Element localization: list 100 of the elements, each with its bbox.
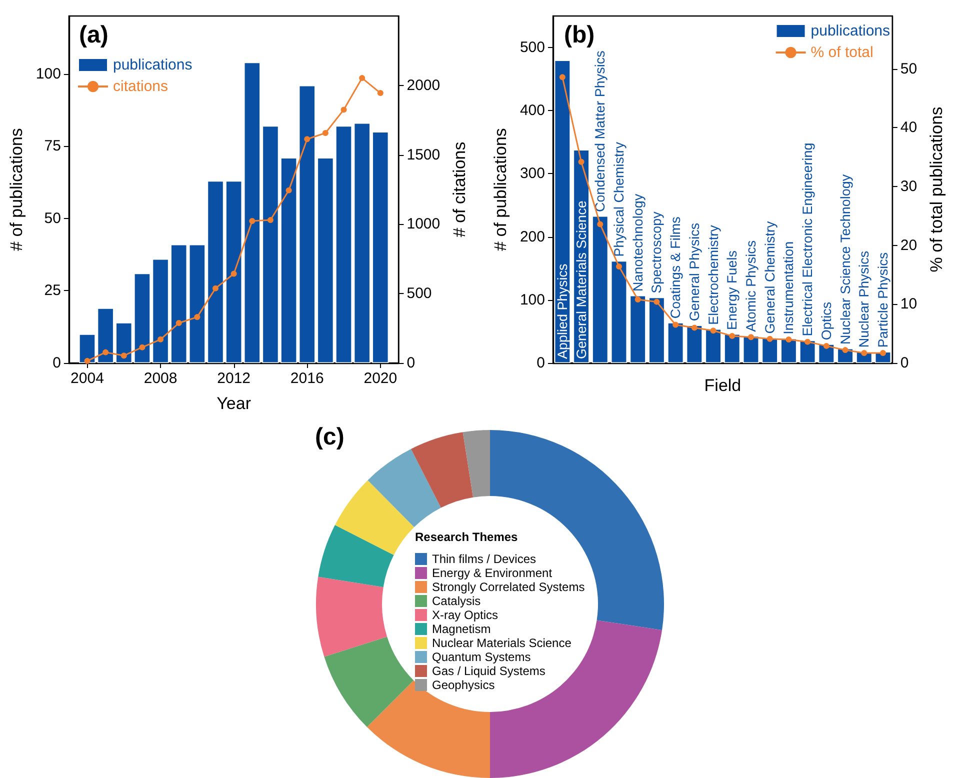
point xyxy=(823,342,830,349)
x-tick-label: General Chemistry xyxy=(762,220,778,334)
legend-label: Thin films / Devices xyxy=(432,552,536,566)
y2-tick-label: 500 xyxy=(406,285,432,302)
y2-tick-label: 50 xyxy=(900,60,918,78)
y-tick-label: 50 xyxy=(44,210,61,227)
bar xyxy=(762,338,778,363)
point xyxy=(359,75,366,82)
x-tick-label: Instrumentation xyxy=(781,241,796,334)
y2-tick-label: 10 xyxy=(900,296,918,313)
point xyxy=(616,264,622,270)
bar xyxy=(610,260,628,363)
point xyxy=(158,336,164,342)
y-tick-label: 100 xyxy=(36,65,61,82)
point xyxy=(766,336,773,342)
point xyxy=(559,74,566,80)
x-tick-label: Particle Physics xyxy=(875,252,890,348)
chart-title: (a) xyxy=(79,22,108,48)
y-tick-label: 0 xyxy=(536,354,545,372)
point xyxy=(249,218,256,224)
y-tick-label: 0 xyxy=(52,354,61,372)
x-tick-label: Energy Fuels xyxy=(724,250,740,330)
point xyxy=(340,106,347,113)
y2-tick-label: 1500 xyxy=(406,146,440,164)
chart-title: (c) xyxy=(315,424,344,450)
bar xyxy=(188,244,206,363)
bar xyxy=(152,258,169,363)
point xyxy=(842,347,848,354)
x-tick-label: 2012 xyxy=(217,370,251,387)
bar xyxy=(668,322,684,363)
y2-axis-title: # of citations xyxy=(450,142,469,238)
y-tick-label: 500 xyxy=(520,39,545,56)
x-tick-label: Electrical Electronic Engineering xyxy=(800,142,816,336)
x-tick-label: Condensed Matter Physics xyxy=(592,50,608,212)
y2-tick-label: 2000 xyxy=(406,76,440,94)
point xyxy=(267,217,274,224)
y-tick-label: 300 xyxy=(520,165,545,182)
point xyxy=(729,332,736,339)
y2-tick-label: 30 xyxy=(900,178,918,196)
y-tick-label: 25 xyxy=(44,282,61,300)
x-tick-label: 2004 xyxy=(70,370,104,387)
bar xyxy=(207,180,224,363)
chart-title: (b) xyxy=(564,22,595,48)
legend-label: Catalysis xyxy=(432,594,481,608)
legend-label: Geophysics xyxy=(432,678,495,692)
legend-label: Gas / Liquid Systems xyxy=(432,664,546,678)
legend-label: publications xyxy=(810,22,890,40)
point xyxy=(880,350,886,356)
bar xyxy=(336,126,352,363)
bar xyxy=(648,297,665,363)
point xyxy=(861,350,868,356)
bar xyxy=(280,158,297,363)
y2-tick-label: 1000 xyxy=(406,216,440,233)
bar xyxy=(705,328,722,363)
x-tick-label: 2016 xyxy=(290,370,324,387)
legend-label: % of total xyxy=(810,44,874,61)
point xyxy=(672,322,679,328)
bar xyxy=(226,180,242,363)
y2-tick-label: 0 xyxy=(900,354,909,372)
bar xyxy=(742,336,760,363)
x-tick-label: Nanotechnology xyxy=(630,194,646,292)
point xyxy=(578,158,584,165)
legend-label: Strongly Correlated Systems xyxy=(432,580,585,594)
y2-tick-label: 20 xyxy=(900,236,918,254)
legend-label: Magnetism xyxy=(432,622,491,636)
point xyxy=(322,130,328,136)
point xyxy=(176,320,182,326)
x-tick-label: General Physics xyxy=(686,222,702,322)
x-tick-label: General Materials Science xyxy=(574,200,589,359)
point xyxy=(748,334,754,340)
legend-label: Energy & Environment xyxy=(432,566,553,580)
legend-label: citations xyxy=(113,78,168,95)
bar xyxy=(724,334,740,363)
point xyxy=(710,328,716,334)
y2-axis-title: % of total publications xyxy=(927,106,946,272)
point xyxy=(786,336,792,342)
y2-tick-label: 40 xyxy=(900,119,918,136)
y-tick-label: 400 xyxy=(520,102,545,120)
x-tick-label: Coatings & Films xyxy=(668,216,684,319)
bar xyxy=(134,273,150,363)
y-tick-label: 200 xyxy=(520,228,545,246)
bar xyxy=(262,126,279,363)
x-tick-label: Physical Chemistry xyxy=(611,142,626,257)
legend-label: Quantum Systems xyxy=(432,650,531,664)
point xyxy=(691,324,698,331)
point xyxy=(194,314,200,320)
bar xyxy=(630,295,646,363)
point xyxy=(597,221,604,228)
point xyxy=(102,349,109,356)
x-axis-title: Field xyxy=(704,376,742,395)
bar xyxy=(592,216,608,363)
point xyxy=(377,90,384,96)
x-tick-label: Spectroscopy xyxy=(649,211,664,294)
x-axis-title: Year xyxy=(216,394,252,413)
point xyxy=(804,338,811,345)
point xyxy=(120,352,127,359)
point xyxy=(230,270,237,277)
legend-title: Research Themes xyxy=(415,530,518,544)
y2-tick-label: 0 xyxy=(406,354,416,372)
x-tick-label: 2008 xyxy=(144,370,178,387)
